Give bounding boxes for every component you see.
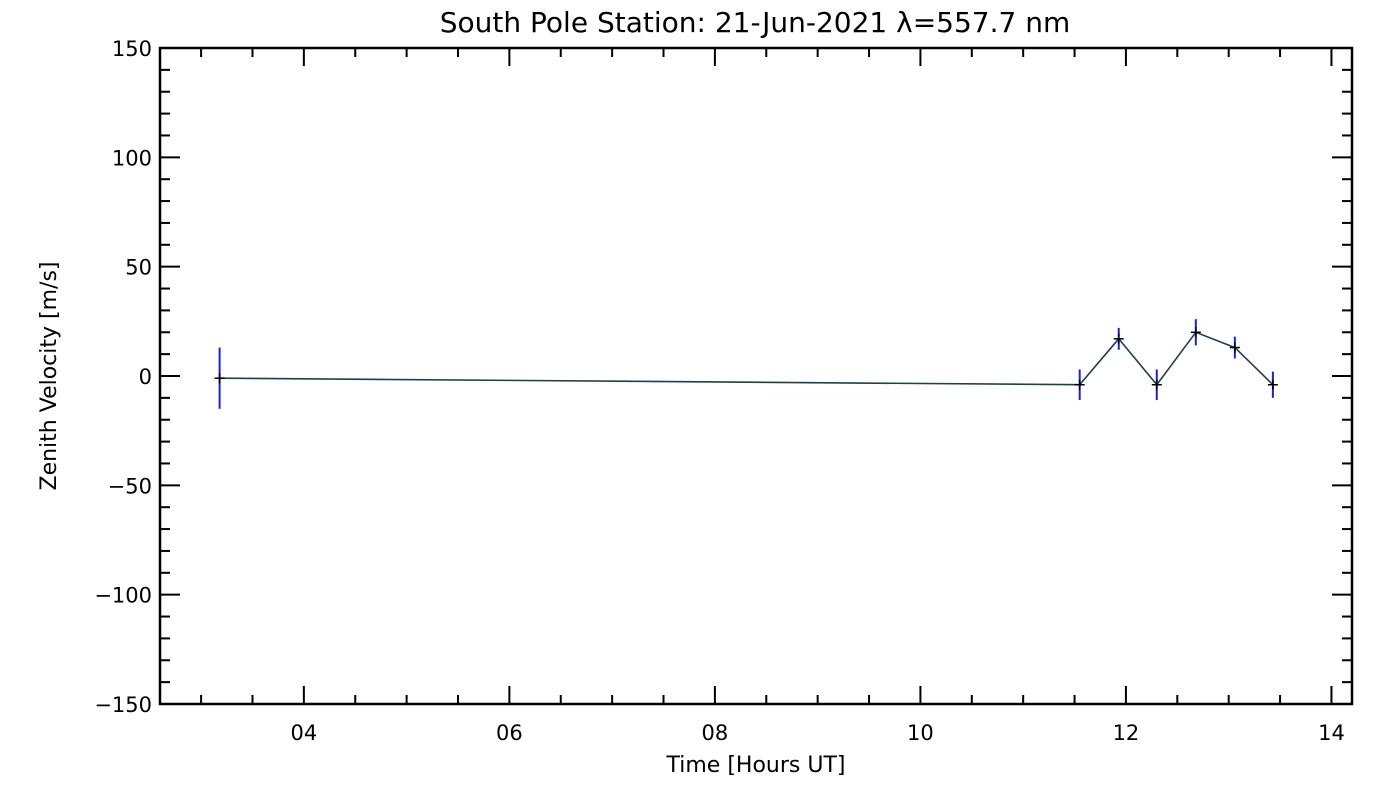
y-axis-label: Zenith Velocity [m/s]: [37, 262, 62, 491]
series-layer: [214, 319, 1278, 409]
data-point: [1074, 379, 1085, 390]
y-tick-label: 50: [125, 256, 152, 280]
x-tick-label: 06: [496, 721, 523, 745]
x-tick-label: 04: [290, 721, 317, 745]
data-point: [1190, 327, 1201, 338]
data-point: [214, 373, 225, 384]
x-tick-label: 10: [907, 721, 934, 745]
x-axis-label: Time [Hours UT]: [666, 753, 846, 778]
y-tick-label: 100: [112, 146, 152, 170]
data-point: [1113, 333, 1124, 344]
x-tick-label: 08: [702, 721, 729, 745]
y-tick-label: 0: [139, 365, 152, 389]
data-point: [1151, 379, 1162, 390]
data-point: [1267, 379, 1278, 390]
axis-tick-labels: 04 06 08 10 12 14 −150 −100 −50 0 50 100 150: [94, 37, 1345, 745]
chart-title: South Pole Station: 21-Jun-2021 λ=557.7 …: [440, 6, 1071, 39]
y-tick-label: −150: [94, 693, 152, 717]
axis-ticks: [160, 47, 1352, 705]
y-tick-label: −100: [94, 584, 152, 608]
series-line: [219, 331, 1274, 386]
y-tick-label: −50: [108, 474, 152, 498]
y-tick-label: 150: [112, 37, 152, 61]
data-point: [1229, 342, 1240, 353]
x-tick-label: 12: [1113, 721, 1140, 745]
plot-frame: [158, 46, 1354, 706]
x-tick-label: 14: [1318, 721, 1345, 745]
